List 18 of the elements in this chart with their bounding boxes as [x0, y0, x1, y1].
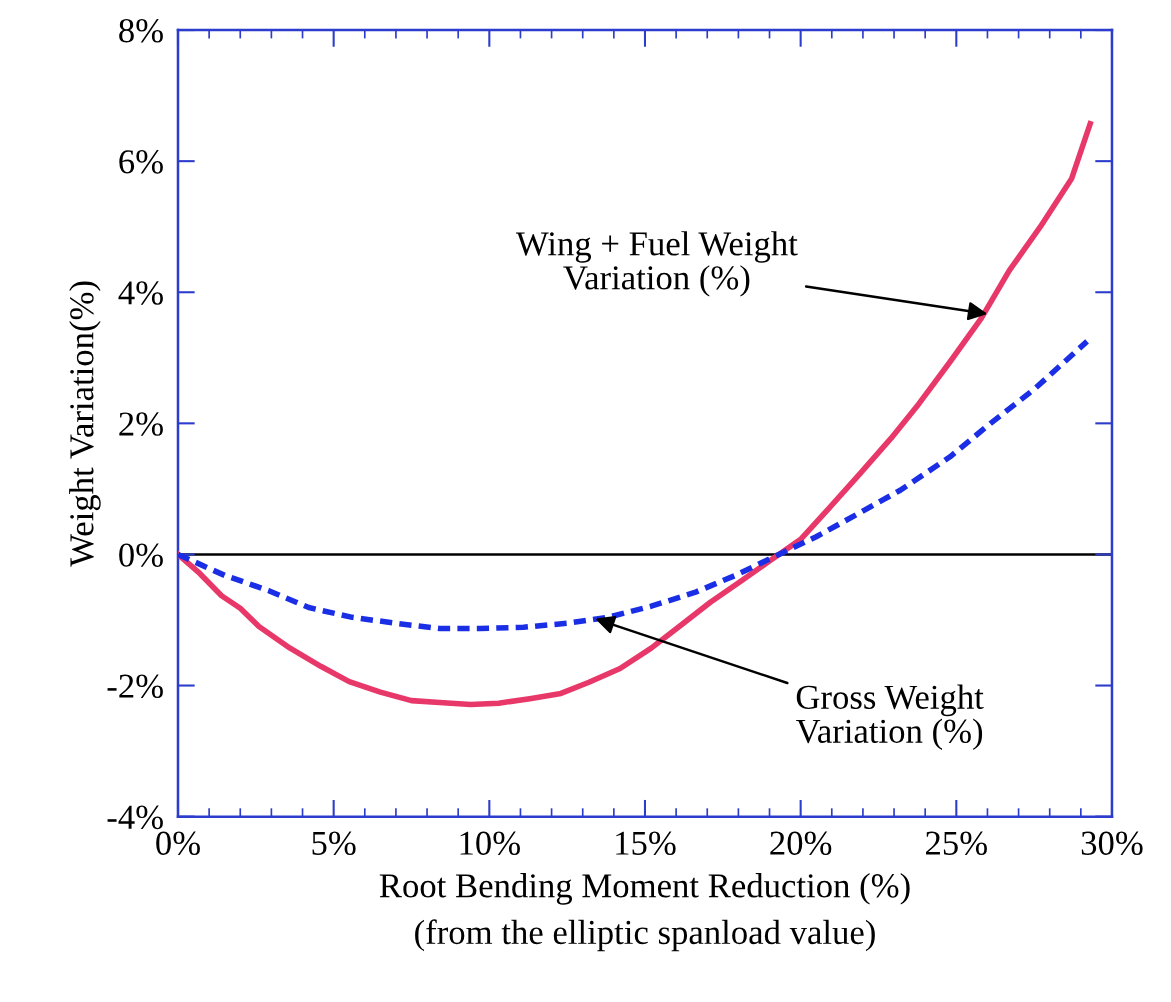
y-tick-label: 6% [119, 150, 163, 174]
y-tick-label: 4% [118, 281, 163, 305]
x-tick-label: 25% [926, 831, 987, 856]
x-tick-label: 30% [1081, 831, 1143, 856]
x-tick-label: 0% [156, 831, 200, 856]
y-tick-label: -4% [107, 805, 163, 830]
y-tick-label: 8% [119, 19, 163, 43]
y-tick-label: -2% [107, 674, 163, 699]
x-axis-title: Root Bending Moment Reduction (%) (from the elliptic spanload value) [379, 873, 910, 952]
y-axis-title: Weight Variation(%) [69, 281, 101, 567]
y-tick-label: 0% [119, 543, 163, 567]
x-tick-label: 20% [770, 831, 832, 856]
y-tick-label: 2% [119, 412, 163, 436]
annotation: Gross Weight Variation (%) [796, 684, 984, 751]
x-tick-label: 15% [616, 831, 676, 856]
annotation: Wing + Fuel Weight Variation (%) [515, 231, 798, 297]
x-tick-label: 5% [312, 831, 356, 856]
x-tick-label: 10% [460, 831, 520, 856]
